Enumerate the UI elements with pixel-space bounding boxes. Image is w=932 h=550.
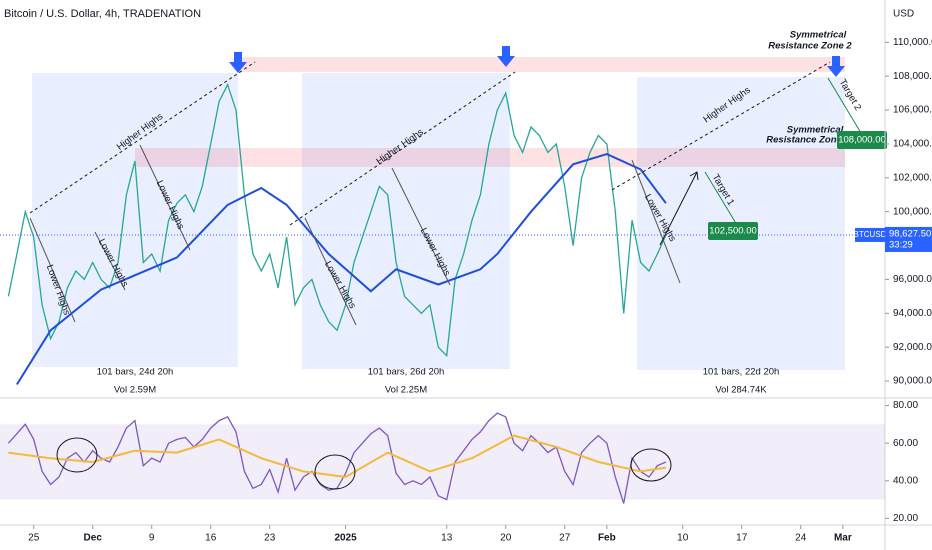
highlight-circle <box>630 448 672 482</box>
target-badge <box>708 222 758 240</box>
y-tick-label: 96,000.00 <box>893 274 932 285</box>
axes: 90,000.0092,000.0094,000.0096,000.0098,0… <box>28 37 932 544</box>
trend-line <box>94 231 126 291</box>
trend-line <box>139 144 191 251</box>
y-tick-label: 92,000.00 <box>893 342 932 353</box>
x-tick-label: 25 <box>28 533 40 544</box>
x-tick-label: 24 <box>795 533 807 544</box>
down-arrow <box>229 52 247 73</box>
annotation: 101 bars, 26d 20h <box>368 367 445 378</box>
annotation: Vol 2.25M <box>385 385 427 396</box>
x-tick-label: 9 <box>149 533 155 544</box>
y-tick-label: 40.00 <box>893 475 918 486</box>
highlight-circle <box>314 454 356 490</box>
projection-arrow <box>659 171 699 246</box>
x-tick-label: 23 <box>264 533 276 544</box>
trend-line <box>631 159 681 284</box>
x-tick-label: Feb <box>598 533 616 544</box>
annotation: Resistance Zone 2 <box>768 41 852 52</box>
y-tick-label: 106,000.00 <box>893 105 932 116</box>
x-tick-label: 10 <box>677 533 689 544</box>
moving-average <box>8 434 667 479</box>
y-tick-label: 60.00 <box>893 438 918 449</box>
y-tick-label: 102,000.00 <box>893 172 932 183</box>
symbol-badge <box>855 227 885 242</box>
y-tick-label: 94,000.00 <box>893 308 932 319</box>
trend-line <box>29 217 76 323</box>
resistance-zone <box>240 57 845 72</box>
y-tick-label: 108,000.00 <box>893 71 932 82</box>
x-tick-label: 16 <box>205 533 217 544</box>
annotation: Vol 2.59M <box>114 385 156 396</box>
price-pane <box>0 83 885 386</box>
rsi-band <box>0 424 885 500</box>
trend-line <box>391 167 451 286</box>
y-tick-label: 110,000.00 <box>893 37 932 48</box>
annotation: 101 bars, 24d 20h <box>97 367 174 378</box>
x-tick-label: Mar <box>834 533 852 544</box>
target-label: 108,000.00 <box>838 135 886 146</box>
x-tick-label: 27 <box>559 533 571 544</box>
countdown-label: 33:29 <box>889 239 913 250</box>
annotation: 101 bars, 22d 20h <box>703 367 780 378</box>
date-range-box <box>302 73 510 369</box>
moving-average <box>16 153 667 386</box>
y-tick-label: 20.00 <box>893 513 918 524</box>
last-price-label: 98,627.50 <box>889 228 931 239</box>
x-tick-label: 13 <box>441 533 453 544</box>
annotation: Symmetrical <box>790 30 847 41</box>
x-tick-label: Dec <box>84 533 103 544</box>
trend-line <box>611 61 831 191</box>
price-line <box>7 83 667 358</box>
symbol-label: BTCUSD <box>854 230 887 239</box>
highlight-circle <box>56 437 98 473</box>
x-tick-label: 2025 <box>334 533 357 544</box>
y-tick-label: 100,000.00 <box>893 206 932 217</box>
y-tick-label: 80.00 <box>893 400 918 411</box>
chart-title: Bitcoin / U.S. Dollar, 4h, TRADENATION <box>4 8 201 20</box>
target-line <box>704 171 738 226</box>
annotation: Resistance Zone 1 <box>766 135 849 146</box>
drawings <box>29 61 871 326</box>
date-range-box <box>32 73 238 367</box>
rsi-pane <box>0 412 885 504</box>
currency-label: USD <box>893 9 914 20</box>
trend-line <box>304 217 357 326</box>
target-badge <box>837 131 887 149</box>
target-label: 102,500.00 <box>709 226 757 237</box>
x-tick-label: 20 <box>500 533 512 544</box>
resistance-zone <box>135 148 845 167</box>
annotation: Symmetrical <box>787 125 844 136</box>
x-tick-label: 17 <box>736 533 748 544</box>
annotation: Vol 284.74K <box>715 385 767 396</box>
y-tick-label: 90,000.00 <box>893 376 932 387</box>
down-arrow <box>497 46 515 67</box>
y-tick-label: 104,000.00 <box>893 139 932 150</box>
rsi-circles <box>56 437 672 490</box>
price-badge <box>885 226 932 252</box>
markers <box>229 46 845 77</box>
down-arrow <box>827 56 845 77</box>
